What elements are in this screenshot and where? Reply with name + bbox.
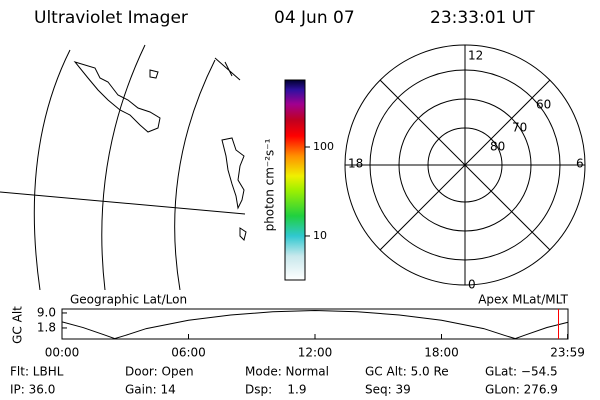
status-field: Gain: 14 bbox=[125, 383, 176, 397]
mlt-label: 0 bbox=[468, 278, 476, 292]
colorbar-label: photon cm⁻²s⁻¹ bbox=[263, 138, 277, 231]
x-tick-label: 23:59 bbox=[550, 346, 585, 360]
status-field: Door: Open bbox=[125, 365, 194, 379]
x-tick-label: 06:00 bbox=[171, 346, 206, 360]
time: 23:33:01 UT bbox=[430, 8, 535, 28]
date: 04 Jun 07 bbox=[274, 8, 355, 28]
colorbar-axis: 10 100 bbox=[305, 140, 334, 242]
status-field: Mode: Normal bbox=[245, 365, 329, 379]
polar-grid bbox=[344, 44, 586, 286]
lat-label: 80 bbox=[490, 140, 505, 154]
lat-label: 70 bbox=[512, 121, 527, 135]
mlt-label: 18 bbox=[348, 157, 363, 171]
x-tick-label: 00:00 bbox=[45, 346, 80, 360]
altitude-line bbox=[62, 309, 568, 339]
status-field: GLon: 276.9 bbox=[485, 383, 558, 397]
status-field: GLat: −54.5 bbox=[485, 365, 558, 379]
y-tick-label: 1.8 bbox=[37, 320, 56, 334]
y-tick-label: 9.0 bbox=[37, 305, 56, 319]
x-tick-label: 18:00 bbox=[424, 346, 459, 360]
mlt-label: 6 bbox=[576, 157, 584, 171]
title: Ultraviolet Imager bbox=[34, 8, 188, 28]
colorbar-tick-label: 100 bbox=[313, 140, 334, 153]
colorbar-tick-label: 10 bbox=[313, 229, 327, 242]
status-field: IP: 36.0 bbox=[10, 383, 55, 397]
lat-label: 60 bbox=[536, 98, 551, 112]
mlt-label: 12 bbox=[468, 49, 483, 63]
status-field: Seq: 39 bbox=[365, 383, 411, 397]
status-field: GC Alt: 5.0 Re bbox=[365, 365, 449, 379]
map bbox=[0, 44, 247, 290]
y-axis-label: GC Alt bbox=[11, 306, 25, 344]
left-label: Geographic Lat/Lon bbox=[70, 293, 187, 307]
right-label: Apex MLat/MLT bbox=[478, 293, 568, 307]
x-tick-label: 12:00 bbox=[298, 346, 333, 360]
colorbar bbox=[284, 79, 306, 281]
footer: Flt: LBHL Door: Open Mode: Normal GC Alt: 5… bbox=[10, 365, 558, 397]
status-field: Dsp: 1.9 bbox=[245, 383, 307, 397]
status-field: Flt: LBHL bbox=[10, 365, 64, 379]
